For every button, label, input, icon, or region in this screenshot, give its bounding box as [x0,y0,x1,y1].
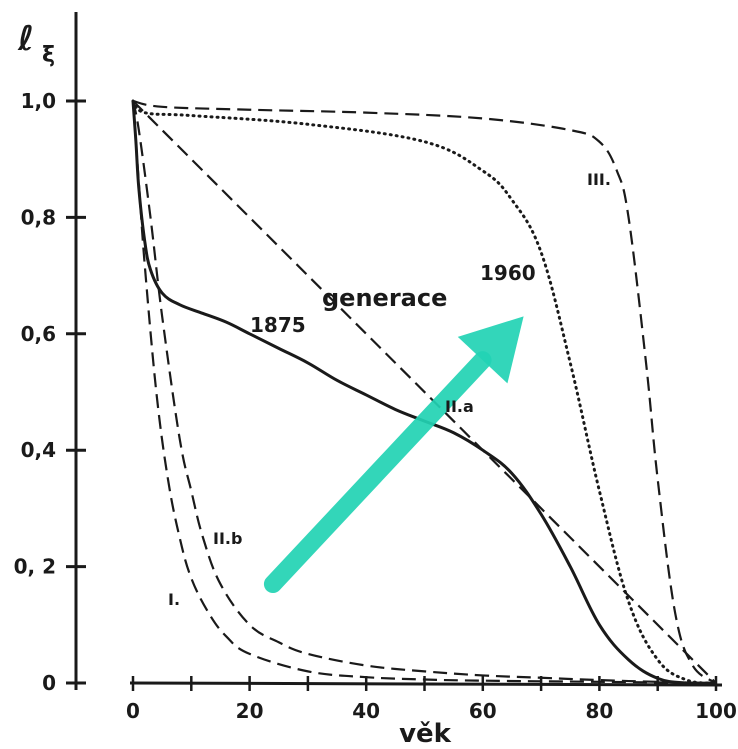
y-axis-label-subscript: ξ [42,43,55,68]
series-line-1875 [131,100,717,685]
arrow-shaft [263,351,492,594]
series-line-1960 [131,99,718,685]
x-tick-label-2: 40 [352,699,380,723]
y-ticks-group: 0 0, 2 0,4 0,6 0,8 1,0 [14,89,86,695]
x-axis-line [129,681,723,687]
y-tick-label-2: 0,4 [21,438,56,462]
trend-arrow [263,316,524,594]
arrow-head [457,316,524,384]
series-group [131,99,718,685]
label-1875: 1875 [250,313,306,337]
y-tick-label-1: 0, 2 [14,555,56,579]
label-III: III. [587,170,611,189]
y-tick-label-0: 0 [42,671,56,695]
series-line-I [131,100,717,685]
x-axis-label: věk [399,719,452,749]
series-line-III [132,99,717,684]
axes-group: 0 0, 2 0,4 0,6 0,8 1,0 0 20 40 60 80 100 [14,12,737,723]
y-tick-label-4: 0,8 [21,205,56,229]
x-ticks-group: 0 20 40 60 80 100 [126,676,737,723]
x-tick-label-1: 20 [236,699,264,723]
y-tick-label-3: 0,6 [21,322,56,346]
label-generace: generace [322,284,447,312]
series-line-IIb [131,100,717,685]
label-1960: 1960 [480,261,536,285]
y-tick-label-5: 1,0 [21,89,56,113]
y-axis-label: ℓ [17,19,34,59]
x-tick-label-3: 60 [469,699,497,723]
label-I: I. [168,590,180,609]
x-tick-label-4: 80 [585,699,613,723]
x-tick-label-0: 0 [126,699,140,723]
label-IIa: II.a [445,397,474,416]
series-line-IIa [132,100,717,684]
label-IIb: II.b [213,529,242,548]
x-tick-label-5: 100 [695,699,737,723]
